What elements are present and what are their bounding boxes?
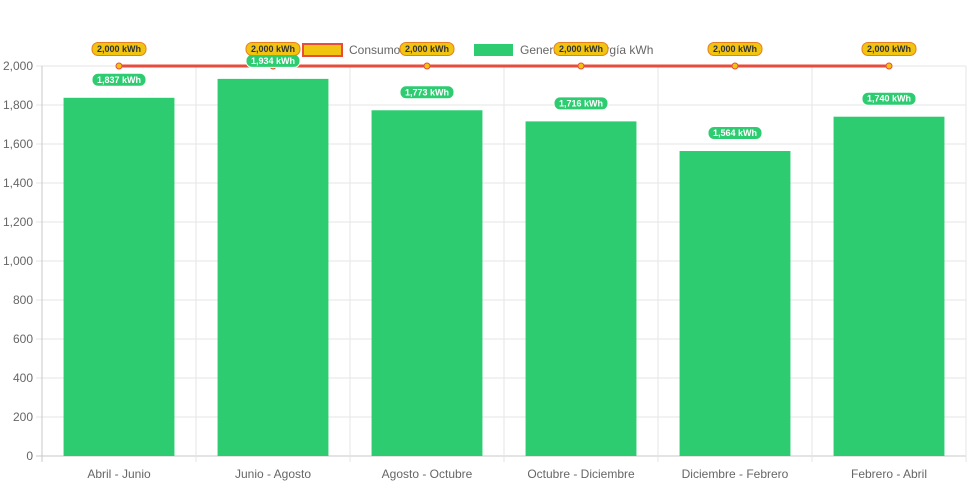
y-tick-label: 400 [13,371,33,385]
x-tick-label: Agosto - Octubre [382,467,473,481]
bar-data-label-box [91,72,147,87]
legend-swatch-generacion [474,44,513,56]
y-tick-label: 800 [13,293,33,307]
y-tick-label: 600 [13,332,33,346]
y-tick-label: 1,800 [3,98,33,112]
bar-data-label: 1,934 kWh [251,56,295,66]
line-data-label-box [91,42,147,56]
bar [679,151,791,456]
line-data-label-box [707,42,763,56]
line-data-label-box [861,42,917,56]
line-data-label-box [399,42,455,56]
line-data-label: 2,000 kWh [251,44,295,54]
x-tick-label: Febrero - Abril [851,467,927,481]
line-point [577,62,585,70]
bar-data-label-box [399,85,455,100]
line-point [885,62,893,70]
x-tick-label: Octubre - Diciembre [527,467,635,481]
bar-data-label: 1,740 kWh [867,94,911,104]
line-data-label: 2,000 kWh [867,44,911,54]
line-data-label: 2,000 kWh [97,44,141,54]
line-point [731,62,739,70]
bar-data-label: 1,564 kWh [713,128,757,138]
y-tick-label: 1,400 [3,176,33,190]
bar-data-label-box [861,91,917,106]
line-data-label: 2,000 kWh [405,44,449,54]
line-data-label-box [553,42,609,56]
y-tick-label: 0 [26,449,33,463]
x-tick-label: Abril - Junio [87,467,151,481]
line-data-label: 2,000 kWh [713,44,757,54]
y-tick-label: 2,000 [3,59,33,73]
y-tick-label: 1,600 [3,137,33,151]
bar [63,97,175,456]
bar-data-label: 1,773 kWh [405,87,449,97]
bar [525,121,637,456]
x-tick-label: Diciembre - Febrero [682,467,789,481]
bar-data-label-box [553,96,609,111]
line-point [423,62,431,70]
bar [371,110,483,456]
bar-data-label-box [707,126,763,141]
bar-data-label: 1,837 kWh [97,75,141,85]
bar [833,116,945,456]
legend-swatch-consumo [302,43,343,57]
line-data-label-box [245,42,301,56]
bar-data-label: 1,716 kWh [559,98,603,108]
x-tick-label: Junio - Agosto [235,467,311,481]
line-point [115,62,123,70]
y-tick-label: 1,200 [3,215,33,229]
y-tick-label: 1,000 [3,254,33,268]
line-data-label: 2,000 kWh [559,44,603,54]
y-tick-label: 200 [13,410,33,424]
bar [217,78,329,457]
